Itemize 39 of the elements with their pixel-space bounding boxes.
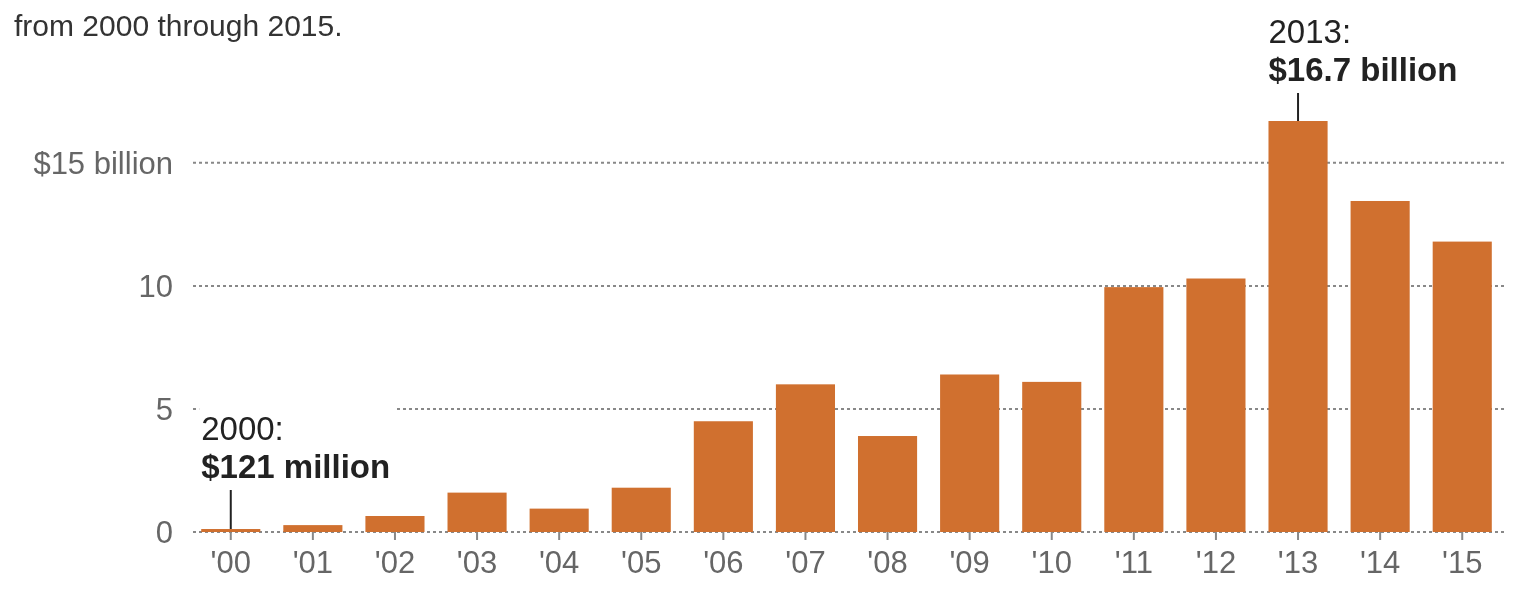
- x-tick-label: '07: [785, 545, 826, 580]
- x-tick-label: '13: [1277, 545, 1319, 580]
- x-tick-label: '12: [1195, 545, 1237, 580]
- x-tick-label: '02: [374, 545, 416, 580]
- x-tick-label: '05: [621, 545, 662, 580]
- bar: [201, 529, 261, 532]
- x-tick-label: '04: [538, 545, 580, 580]
- bar: [1022, 381, 1082, 532]
- bar: [1350, 200, 1410, 532]
- bar: [940, 374, 1000, 532]
- bar: [611, 487, 671, 532]
- x-tick-label: '00: [210, 545, 251, 580]
- x-tick-label: '10: [1031, 545, 1072, 580]
- x-tick-label: '01: [292, 545, 334, 580]
- bar: [447, 492, 507, 532]
- x-tick-label: '15: [1442, 545, 1483, 580]
- bar: [693, 421, 753, 532]
- y-tick-label: $15 billion: [33, 145, 173, 181]
- y-tick-label: 5: [155, 391, 173, 427]
- bar: [1104, 287, 1164, 532]
- chart-subtitle: from 2000 through 2015.: [14, 9, 343, 42]
- bar: [1186, 278, 1246, 532]
- bar: [775, 384, 836, 532]
- bar: [283, 525, 343, 532]
- bar: [1432, 241, 1492, 532]
- bar: [857, 436, 918, 532]
- x-tick-label: '09: [949, 545, 990, 580]
- x-tick-label: '11: [1114, 545, 1153, 580]
- y-tick-label: 10: [138, 268, 173, 304]
- bar: [365, 516, 425, 532]
- annotation: 2013: $16.7 billion: [1268, 13, 1458, 88]
- x-tick-label: '03: [456, 545, 498, 580]
- annotation: 2000: $121 million: [201, 410, 391, 485]
- x-tick-label: '08: [867, 545, 908, 580]
- bar: [529, 508, 589, 532]
- bar: [1268, 121, 1328, 532]
- y-tick-label: 0: [155, 515, 173, 550]
- x-tick-label: '06: [703, 545, 744, 580]
- x-tick-label: '14: [1359, 545, 1401, 580]
